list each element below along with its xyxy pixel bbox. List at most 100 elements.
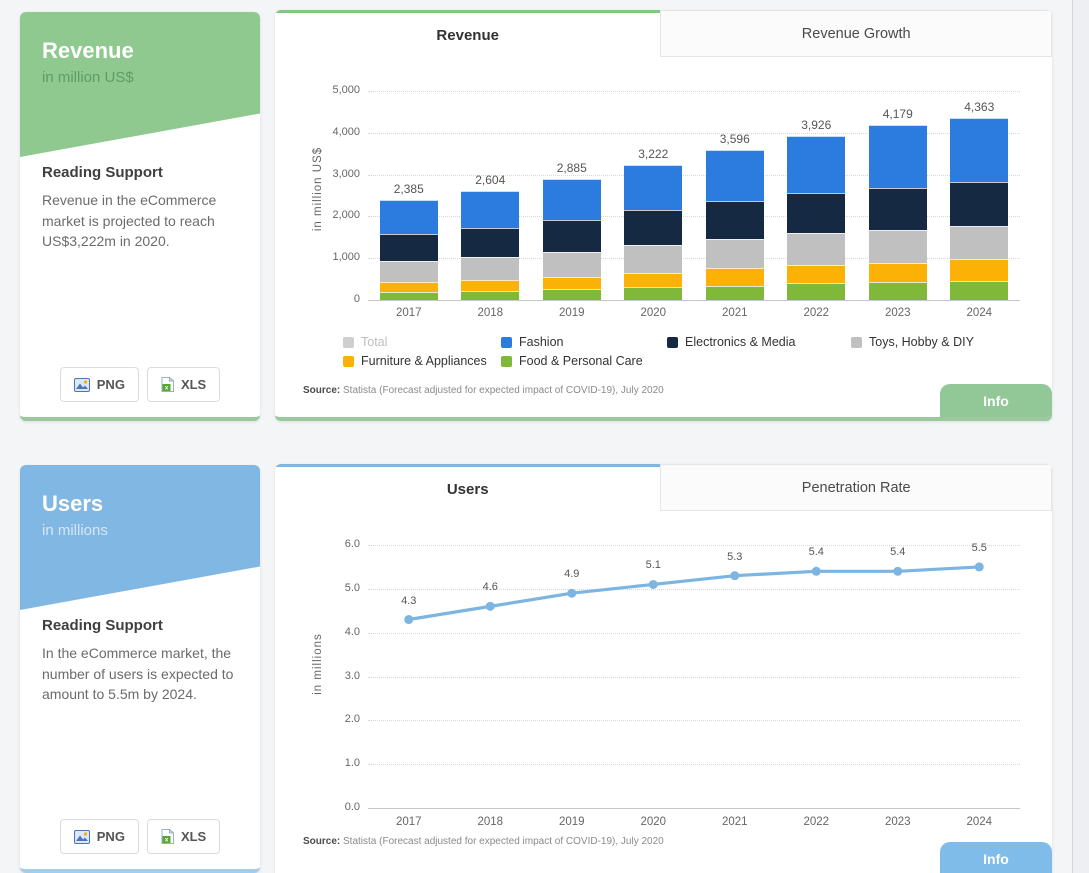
bar-segment-Electronics & Media-2018[interactable] (461, 227, 520, 258)
tab-revenue-growth[interactable]: Revenue Growth (660, 10, 1052, 57)
bar-segment-Electronics & Media-2021[interactable] (705, 200, 764, 239)
png-button-label: PNG (96, 829, 125, 844)
users-source: Source: Statista (Forecast adjusted for … (303, 836, 664, 847)
data-point-2024[interactable] (974, 562, 984, 572)
bar-segment-Food & Personal Care-2019[interactable] (542, 288, 601, 300)
bar-segment-Food & Personal Care-2024[interactable] (950, 281, 1009, 300)
xls-icon: x (161, 829, 174, 844)
legend-label: Fashion (519, 335, 564, 349)
revenue-card-subtitle: in million US$ (42, 69, 134, 86)
bar-segment-Furniture & Appliances-2022[interactable] (787, 264, 846, 284)
y-axis-tick-label: 0 (353, 293, 360, 305)
bar-segment-Food & Personal Care-2017[interactable] (379, 291, 438, 300)
data-point-2018[interactable] (485, 601, 495, 611)
data-point-2023[interactable] (893, 566, 903, 576)
bar-segment-Fashion-2019[interactable] (542, 179, 601, 221)
legend-item-furniture-appliances[interactable]: Furniture & Appliances (343, 354, 501, 368)
data-point-2017[interactable] (404, 615, 414, 625)
bar-segment-Furniture & Appliances-2021[interactable] (705, 267, 764, 286)
bar-segment-Electronics & Media-2022[interactable] (787, 193, 846, 233)
bar-segment-Toys, Hobby & DIY-2023[interactable] (868, 229, 927, 263)
page-scrollbar[interactable] (1072, 0, 1089, 873)
bar-segment-Toys, Hobby & DIY-2022[interactable] (787, 232, 846, 265)
bar-segment-Fashion-2020[interactable] (624, 165, 683, 211)
gridline (368, 545, 1020, 546)
png-icon (73, 829, 90, 844)
legend-item-food-personal-care[interactable]: Food & Personal Care (501, 354, 667, 368)
bar-segment-Furniture & Appliances-2018[interactable] (461, 279, 520, 291)
bar-segment-Furniture & Appliances-2020[interactable] (624, 273, 683, 288)
revenue-bar-chart: 0 1,000 2,000 3,000 4,000 5,000 2017 2018 2019 20… (275, 10, 1052, 417)
bar-segment-Fashion-2022[interactable] (787, 135, 846, 194)
bar-segment-Food & Personal Care-2021[interactable] (705, 285, 764, 300)
y-axis-tick-label: 2.0 (344, 713, 360, 726)
bar-total-label: 2,885 (556, 161, 587, 176)
legend-label: Toys, Hobby & DIY (869, 335, 974, 349)
bar-segment-Furniture & Appliances-2017[interactable] (379, 282, 438, 292)
bar-segment-Toys, Hobby & DIY-2017[interactable] (379, 261, 438, 283)
bar-segment-Electronics & Media-2023[interactable] (868, 187, 927, 230)
bar-segment-Fashion-2023[interactable] (868, 125, 927, 188)
bar-segment-Toys, Hobby & DIY-2019[interactable] (542, 252, 601, 277)
png-download-button[interactable]: PNG (59, 819, 139, 854)
users-line-chart: 0.0 1.0 2.0 3.0 4.0 5.0 6.0 2017 2018 2019 2020 202… (275, 464, 1052, 873)
bar-segment-Fashion-2021[interactable] (705, 149, 764, 201)
y-axis-tick-label: 3,000 (332, 167, 360, 180)
reading-support-text: Revenue in the eCommerce market is proje… (42, 192, 217, 250)
bar-segment-Fashion-2024[interactable] (950, 117, 1009, 183)
revenue-download-buttons: PNG x XLS (20, 367, 260, 402)
bar-segment-Toys, Hobby & DIY-2018[interactable] (461, 257, 520, 280)
png-download-button[interactable]: PNG (59, 367, 139, 402)
point-value-label: 5.4 (808, 546, 824, 559)
tab-users[interactable]: Users (275, 464, 661, 512)
x-axis-label: 2020 (640, 307, 667, 319)
data-point-2022[interactable] (811, 566, 821, 576)
bar-segment-Electronics & Media-2017[interactable] (379, 233, 438, 262)
revenue-tabbar: Revenue Revenue Growth (275, 10, 1052, 58)
data-point-2020[interactable] (648, 579, 658, 589)
point-value-label: 5.1 (645, 559, 661, 572)
bar-segment-Food & Personal Care-2022[interactable] (787, 283, 846, 300)
xls-download-button[interactable]: x XLS (146, 819, 221, 854)
users-chart-card: Users Penetration Rate in millions 0.0 1.… (275, 464, 1052, 873)
bar-segment-Toys, Hobby & DIY-2021[interactable] (705, 238, 764, 268)
users-tabbar: Users Penetration Rate (275, 464, 1052, 512)
bar-segment-Toys, Hobby & DIY-2020[interactable] (624, 245, 683, 274)
users-line-series-svg (404, 562, 984, 625)
bar-segment-Fashion-2018[interactable] (461, 191, 520, 228)
x-axis-label: 2023 (884, 307, 911, 319)
legend-swatch (343, 336, 354, 348)
bar-segment-Furniture & Appliances-2024[interactable] (950, 258, 1009, 282)
bar-segment-Furniture & Appliances-2019[interactable] (542, 277, 601, 289)
bar-segment-Fashion-2017[interactable] (379, 200, 438, 234)
legend-item-toys-hobby-diy[interactable]: Toys, Hobby & DIY (851, 335, 974, 349)
y-axis-tick-label: 2,000 (332, 209, 360, 222)
data-point-2019[interactable] (567, 588, 577, 598)
bar-segment-Electronics & Media-2019[interactable] (542, 220, 601, 253)
bar-segment-Electronics & Media-2024[interactable] (950, 182, 1009, 227)
tab-penetration-rate[interactable]: Penetration Rate (660, 464, 1052, 511)
bar-segment-Furniture & Appliances-2023[interactable] (868, 262, 927, 283)
svg-text:x: x (165, 837, 169, 844)
data-point-2021[interactable] (730, 571, 740, 581)
bar-segment-Electronics & Media-2020[interactable] (624, 210, 683, 246)
bar-segment-Toys, Hobby & DIY-2024[interactable] (950, 226, 1009, 259)
users-info-button[interactable]: Info (940, 842, 1052, 873)
y-axis-tick-label: 5.0 (344, 581, 360, 594)
bar-segment-Food & Personal Care-2018[interactable] (461, 290, 520, 300)
revenue-card-title: Revenue (42, 38, 134, 63)
xls-download-button[interactable]: x XLS (146, 367, 221, 402)
legend-item-electronics-media[interactable]: Electronics & Media (667, 335, 851, 349)
legend-item-fashion[interactable]: Fashion (501, 335, 667, 349)
legend-item-total[interactable]: Total (343, 335, 501, 349)
tab-revenue[interactable]: Revenue (275, 10, 661, 58)
users-download-buttons: PNG x XLS (20, 819, 260, 854)
bar-total-label: 2,604 (475, 173, 506, 188)
revenue-info-button[interactable]: Info (940, 384, 1052, 417)
users-reading-support: Reading Support In the eCommerce market,… (42, 617, 240, 705)
x-axis-label: 2021 (721, 816, 748, 828)
bar-segment-Food & Personal Care-2023[interactable] (868, 282, 927, 300)
bar-segment-Food & Personal Care-2020[interactable] (624, 287, 683, 300)
bar-total-label: 2,385 (393, 182, 424, 197)
xls-button-label: XLS (180, 377, 207, 392)
